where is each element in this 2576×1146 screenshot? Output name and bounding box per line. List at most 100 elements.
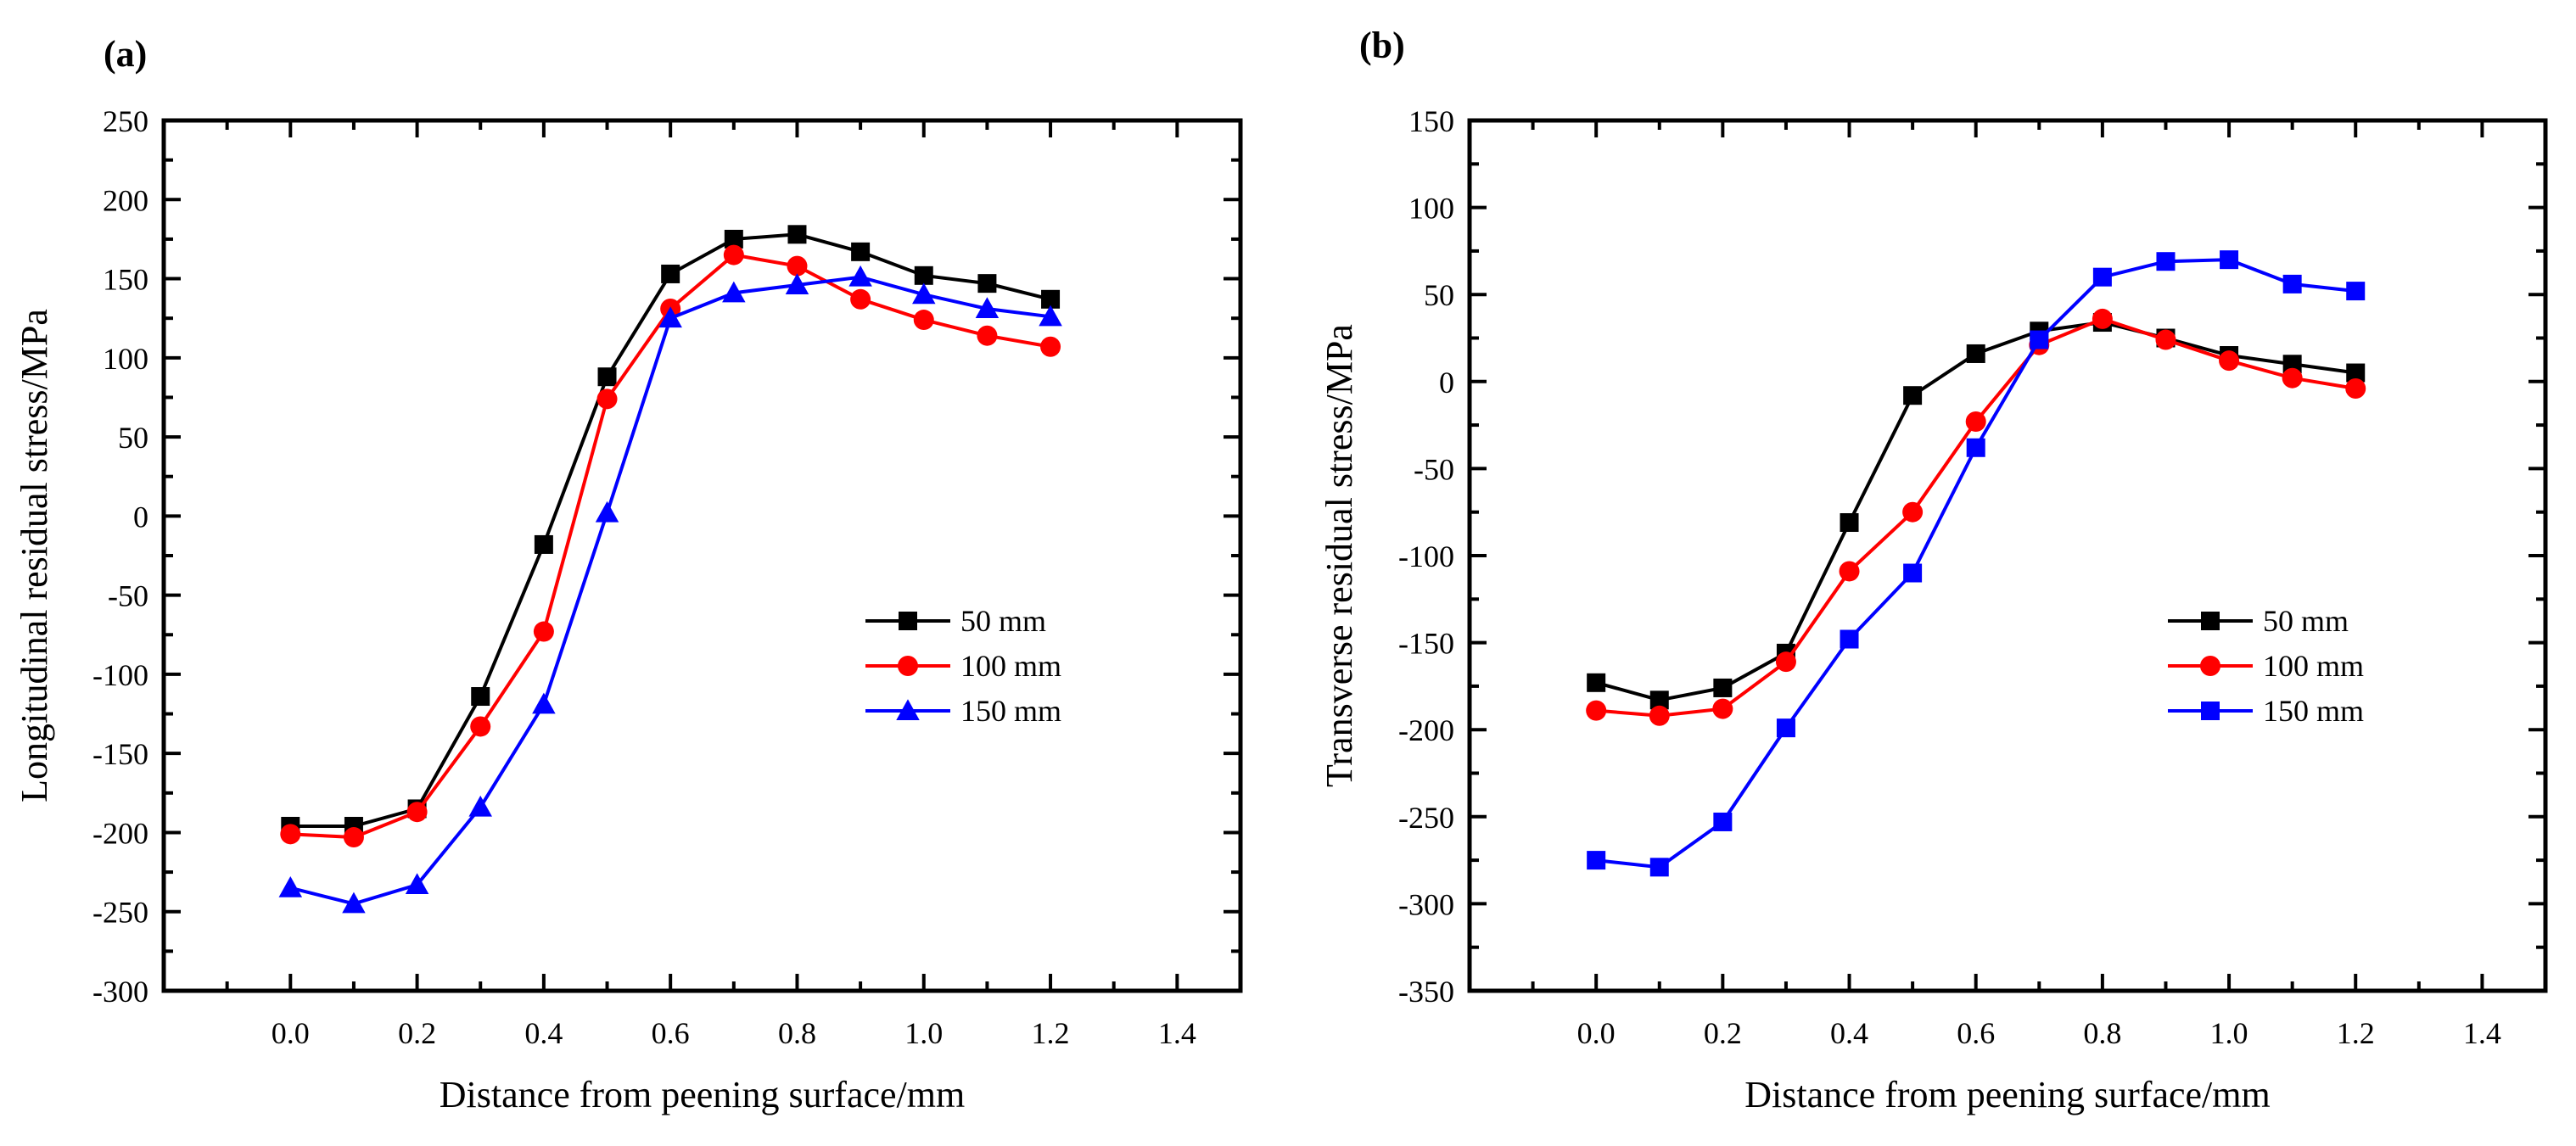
data-point-series-2 bbox=[848, 265, 872, 287]
data-point-series-2 bbox=[278, 875, 303, 897]
data-point-series-2 bbox=[1649, 858, 1669, 877]
y-tick-label: 100 bbox=[1408, 192, 1454, 226]
x-tick-label: 0.4 bbox=[1830, 1016, 1868, 1050]
y-axis-title: Transverse residual stress/MPa bbox=[1319, 324, 1360, 787]
x-tick-label: 1.4 bbox=[1158, 1016, 1196, 1050]
data-point-series-1 bbox=[2092, 308, 2113, 329]
data-point-series-2 bbox=[532, 692, 556, 714]
legend-marker-1 bbox=[2200, 656, 2220, 676]
legend-label-1: 100 mm bbox=[2263, 649, 2364, 683]
data-point-series-2 bbox=[2220, 250, 2239, 270]
legend-marker-0 bbox=[2201, 612, 2220, 630]
data-point-series-1 bbox=[2219, 350, 2240, 372]
x-tick-label: 0.2 bbox=[398, 1016, 436, 1050]
data-point-series-2 bbox=[405, 873, 429, 895]
x-tick-label: 1.2 bbox=[2337, 1016, 2375, 1050]
y-tick-label: -100 bbox=[1398, 539, 1454, 573]
data-point-series-2 bbox=[2030, 330, 2049, 349]
legend-label-1: 100 mm bbox=[960, 649, 1061, 683]
data-point-series-0 bbox=[2346, 363, 2366, 383]
x-tick-label: 1.2 bbox=[1032, 1016, 1070, 1050]
series-line-1 bbox=[290, 253, 1051, 840]
data-point-series-2 bbox=[595, 500, 619, 523]
x-axis-title: Distance from peening surface/mm bbox=[440, 1074, 965, 1115]
data-point-series-0 bbox=[1713, 678, 1733, 697]
data-point-series-2 bbox=[1587, 851, 1606, 870]
data-point-series-0 bbox=[787, 225, 807, 244]
x-tick-label: 1.0 bbox=[2210, 1016, 2248, 1050]
data-point-series-1 bbox=[723, 244, 744, 266]
data-point-series-1 bbox=[787, 255, 808, 277]
y-tick-label: -200 bbox=[1398, 713, 1454, 747]
x-axis-title: Distance from peening surface/mm bbox=[1744, 1074, 2270, 1115]
series-line-2 bbox=[289, 275, 1051, 906]
data-point-series-1 bbox=[2155, 329, 2176, 350]
data-point-series-2 bbox=[1776, 718, 1795, 738]
data-point-series-1 bbox=[406, 802, 428, 823]
data-point-series-2 bbox=[1039, 305, 1062, 327]
data-point-series-2 bbox=[785, 273, 809, 295]
data-point-series-2 bbox=[912, 282, 936, 305]
data-point-series-0 bbox=[661, 264, 680, 283]
data-point-series-2 bbox=[1713, 812, 1733, 831]
y-tick-label: -250 bbox=[1398, 801, 1454, 835]
x-tick-label: 0.8 bbox=[2083, 1016, 2121, 1050]
data-point-series-2 bbox=[468, 795, 492, 817]
plot-frame bbox=[161, 118, 1243, 993]
data-point-series-2 bbox=[1903, 563, 1923, 583]
data-point-series-2 bbox=[342, 892, 366, 914]
data-point-series-0 bbox=[914, 266, 933, 285]
x-tick-label: 0.6 bbox=[652, 1016, 690, 1050]
data-point-series-1 bbox=[1965, 411, 1986, 432]
x-tick-label: 0.0 bbox=[272, 1016, 310, 1050]
x-tick-label: 0.6 bbox=[1957, 1016, 1995, 1050]
data-point-series-1 bbox=[1712, 698, 1733, 719]
y-tick-label: -50 bbox=[1414, 452, 1454, 486]
legend-label-0: 50 mm bbox=[2263, 604, 2349, 638]
panel-a: (a) 0.0 0.2 0.4 0.6 0.8 1.0 1.2 1.4 250 200 150 100 5… bbox=[14, 33, 1243, 1115]
legend-label-2: 150 mm bbox=[2263, 694, 2364, 728]
data-point-series-2 bbox=[2156, 252, 2176, 271]
legend-label-0: 50 mm bbox=[960, 604, 1046, 638]
data-point-series-1 bbox=[2345, 378, 2366, 400]
data-point-series-2 bbox=[1966, 438, 1985, 457]
y-tick-label: -250 bbox=[92, 896, 148, 930]
data-point-series-2 bbox=[658, 306, 682, 328]
data-point-series-1 bbox=[1839, 561, 1860, 582]
data-point-series-1 bbox=[1775, 651, 1796, 673]
x-tick-label: 1.4 bbox=[2463, 1016, 2501, 1050]
panel-label: (b) bbox=[1359, 25, 1405, 66]
data-point-series-1 bbox=[850, 288, 871, 310]
data-point-series-1 bbox=[1902, 501, 1924, 523]
data-point-series-1 bbox=[1040, 336, 1061, 357]
x-tick-label: 0.2 bbox=[1704, 1016, 1742, 1050]
x-tick-label: 1.0 bbox=[904, 1016, 943, 1050]
data-point-series-1 bbox=[2282, 367, 2303, 389]
legend-label-2: 150 mm bbox=[960, 694, 1061, 728]
data-point-series-0 bbox=[534, 534, 553, 554]
y-tick-label: -150 bbox=[1398, 627, 1454, 661]
y-tick-label: 0 bbox=[1439, 366, 1454, 400]
y-tick-label: 50 bbox=[118, 421, 148, 455]
y-tick-label: -100 bbox=[92, 658, 148, 692]
panel-label: (a) bbox=[104, 33, 147, 75]
data-point-series-1 bbox=[470, 716, 491, 737]
y-tick-label: 100 bbox=[103, 342, 148, 376]
data-point-series-2 bbox=[2346, 282, 2366, 301]
plot-frame bbox=[1467, 118, 2548, 993]
data-point-series-0 bbox=[1041, 289, 1061, 309]
series-line-0 bbox=[1595, 320, 2356, 702]
data-point-series-2 bbox=[2092, 267, 2112, 287]
data-point-series-0 bbox=[724, 229, 743, 249]
y-tick-label: 150 bbox=[1408, 104, 1454, 138]
data-point-series-2 bbox=[975, 297, 1000, 318]
data-point-series-0 bbox=[1840, 513, 1859, 533]
data-point-series-0 bbox=[471, 687, 490, 707]
data-point-series-0 bbox=[977, 274, 997, 293]
data-point-series-1 bbox=[343, 827, 364, 848]
data-point-series-1 bbox=[533, 621, 554, 642]
data-point-series-0 bbox=[1903, 386, 1923, 405]
data-point-series-1 bbox=[1586, 700, 1607, 721]
x-tick-label: 0.4 bbox=[524, 1016, 563, 1050]
series-line-1 bbox=[1596, 316, 2356, 718]
